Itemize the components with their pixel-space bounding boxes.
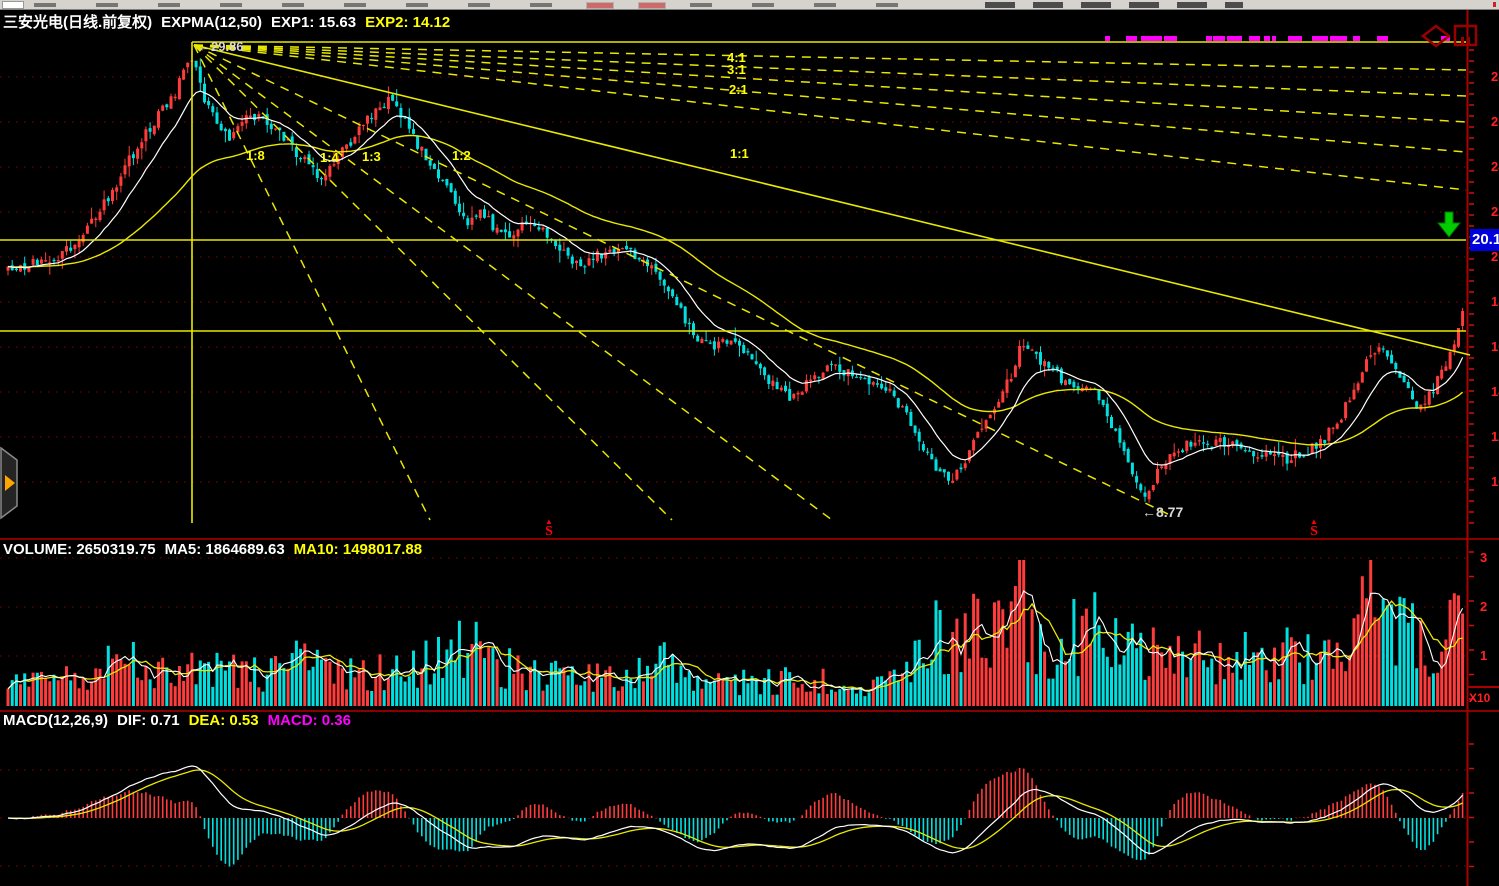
price-axis-label: 12 bbox=[1491, 429, 1499, 444]
macd-value: MACD: 0.36 bbox=[267, 712, 351, 729]
menu-bar[interactable] bbox=[0, 0, 1499, 10]
price-axis-label: 22 bbox=[1491, 204, 1499, 219]
diamond-icon[interactable] bbox=[1420, 24, 1452, 48]
exp2-value: EXP2: 14.12 bbox=[365, 14, 451, 31]
gann-label-2-1: 2:1 bbox=[729, 82, 748, 97]
window-restore-icon[interactable] bbox=[1452, 24, 1480, 48]
price-axis-label: 24 bbox=[1491, 159, 1499, 174]
signal-caret: ▲ bbox=[545, 517, 553, 526]
macd-indicator-label: MACD(12,26,9) bbox=[3, 712, 109, 729]
gann-label-1-4: 1:4 bbox=[320, 150, 339, 165]
panel-expand-handle[interactable] bbox=[0, 444, 24, 522]
menu-items-fragment bbox=[34, 3, 564, 7]
menu-items-fragment-2 bbox=[690, 3, 930, 7]
gann-label-1-1: 1:1 bbox=[730, 146, 749, 161]
volume-axis-label-3: 3 bbox=[1480, 550, 1488, 565]
gann-label-4-1: 4:1 bbox=[727, 50, 746, 65]
dif-value: DIF: 0.71 bbox=[117, 712, 180, 729]
expand-arrow-icon bbox=[5, 475, 15, 491]
price-axis-label: 18 bbox=[1491, 294, 1499, 309]
menu-input-fragment[interactable] bbox=[2, 1, 24, 9]
down-arrow-icon bbox=[1436, 211, 1462, 238]
volume-ma5-value: MA5: 1864689.63 bbox=[164, 541, 285, 558]
price-peak-label: ←29.86 bbox=[198, 39, 244, 54]
signal-letter: S bbox=[1310, 524, 1318, 539]
price-axis-label: 28 bbox=[1491, 69, 1499, 84]
menu-red-item-2[interactable] bbox=[638, 2, 666, 9]
signal-caret: ▲ bbox=[1310, 517, 1318, 526]
price-trough-label: ←8.77 bbox=[1142, 504, 1184, 520]
current-price-tag: 20.1 bbox=[1470, 229, 1499, 251]
price-axis-label: 14 bbox=[1491, 384, 1499, 399]
volume-axis-label-2: 2 bbox=[1480, 599, 1488, 614]
dea-value: DEA: 0.53 bbox=[188, 712, 259, 729]
macd-panel-header: MACD(12,26,9) DIF: 0.71 DEA: 0.53 MACD: 0.3… bbox=[3, 712, 360, 729]
volume-panel-header: VOLUME: 2650319.75 MA5: 1864689.63 MA10: 1… bbox=[3, 541, 431, 558]
price-axis-label: 26 bbox=[1491, 114, 1499, 129]
gann-label-1-3: 1:3 bbox=[362, 149, 381, 164]
signal-marker-s-right: ▲ S bbox=[1306, 517, 1322, 539]
menu-title-fragment bbox=[985, 2, 1243, 8]
price-axis-label: 20 bbox=[1491, 249, 1499, 264]
volume-value: VOLUME: 2650319.75 bbox=[3, 541, 156, 558]
menu-edge-mark bbox=[1493, 2, 1496, 7]
volume-ma10-value: MA10: 1498017.88 bbox=[293, 541, 423, 558]
volume-axis-label-1: 1 bbox=[1480, 648, 1488, 663]
price-axis-label: 10 bbox=[1491, 474, 1499, 489]
security-name: 三安光电(日线.前复权) bbox=[3, 14, 153, 31]
indicator-label: EXPMA(12,50) bbox=[161, 14, 263, 31]
menu-red-item-1[interactable] bbox=[586, 2, 614, 9]
signal-marker-s-left: ▲ S bbox=[541, 517, 557, 539]
signal-letter: S bbox=[545, 524, 553, 539]
price-axis-label: 16 bbox=[1491, 339, 1499, 354]
volume-axis-unit: X10 bbox=[1469, 691, 1491, 705]
gann-label-1-8: 1:8 bbox=[246, 148, 265, 163]
exp1-value: EXP1: 15.63 bbox=[271, 14, 357, 31]
gann-label-1-2: 1:2 bbox=[452, 148, 471, 163]
main-chart-header: 三安光电(日线.前复权) EXPMA(12,50) EXP1: 15.63 EXP2:… bbox=[3, 11, 459, 32]
gann-label-3-1: 3:1 bbox=[727, 62, 746, 77]
